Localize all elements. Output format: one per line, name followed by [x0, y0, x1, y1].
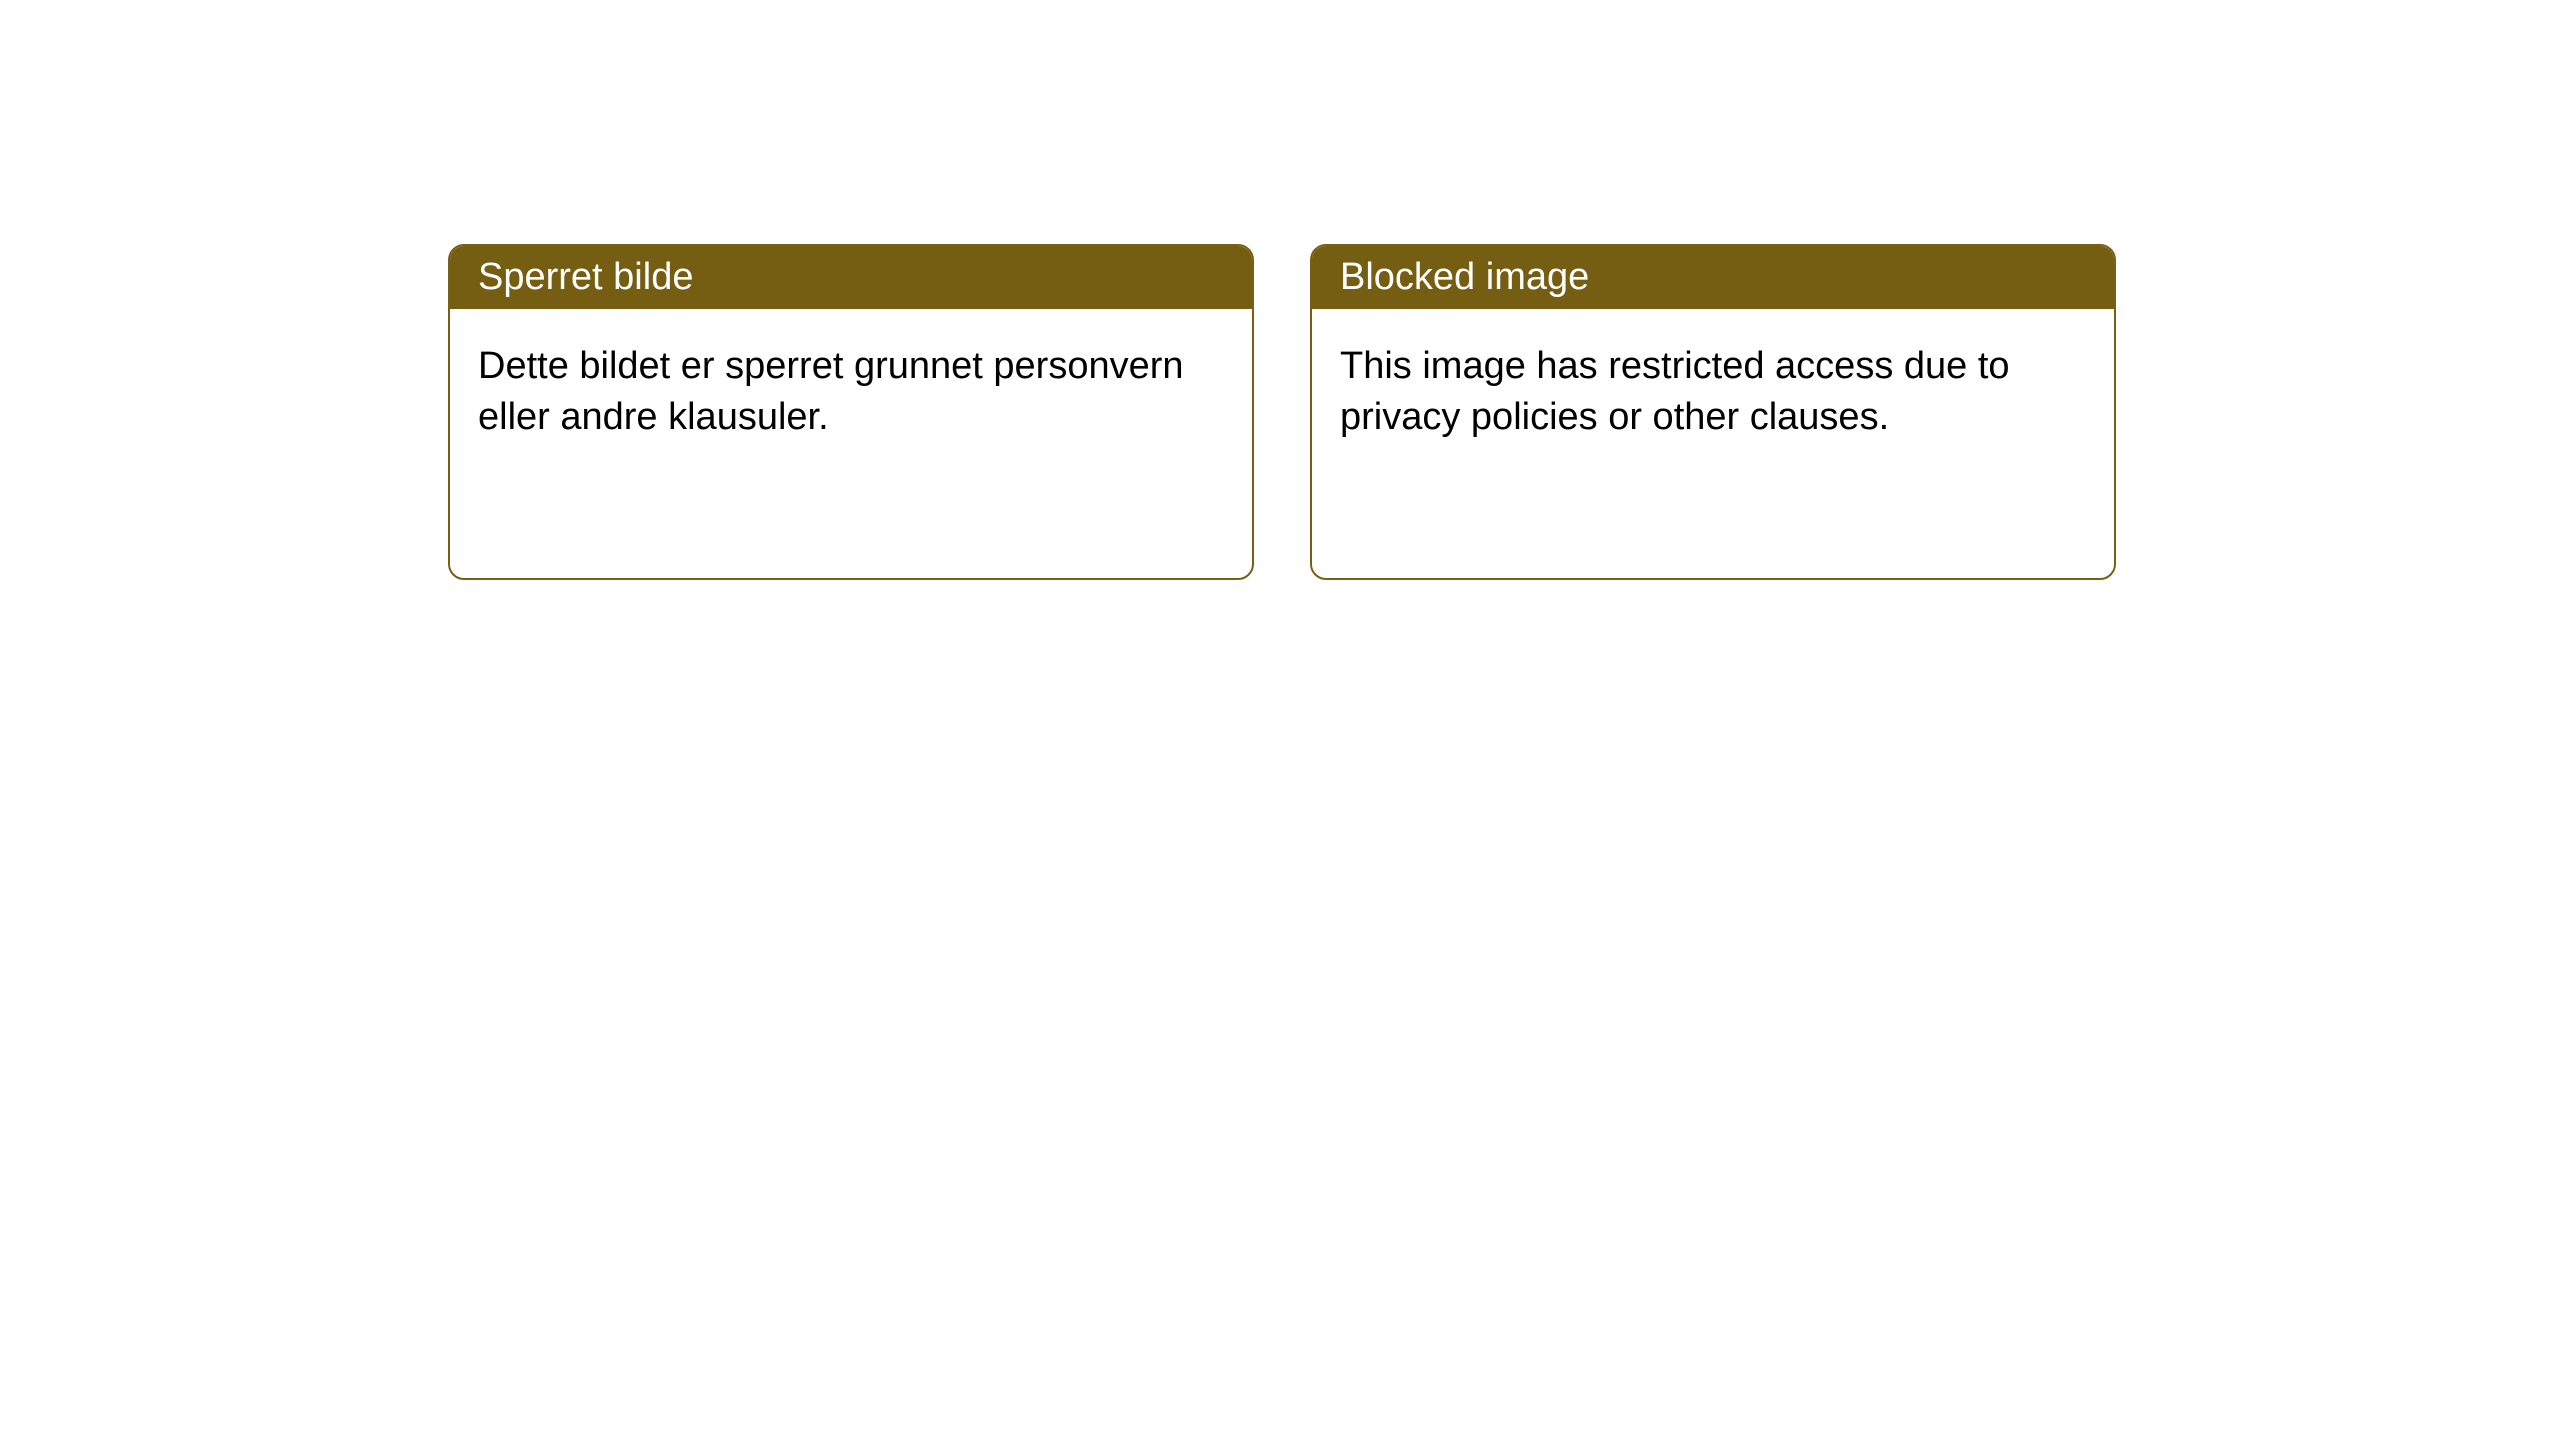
notice-title-norwegian: Sperret bilde [450, 246, 1252, 309]
notice-container: Sperret bilde Dette bildet er sperret gr… [0, 0, 2560, 580]
notice-box-norwegian: Sperret bilde Dette bildet er sperret gr… [448, 244, 1254, 580]
notice-body-norwegian: Dette bildet er sperret grunnet personve… [450, 309, 1252, 476]
notice-body-english: This image has restricted access due to … [1312, 309, 2114, 476]
notice-box-english: Blocked image This image has restricted … [1310, 244, 2116, 580]
notice-title-english: Blocked image [1312, 246, 2114, 309]
